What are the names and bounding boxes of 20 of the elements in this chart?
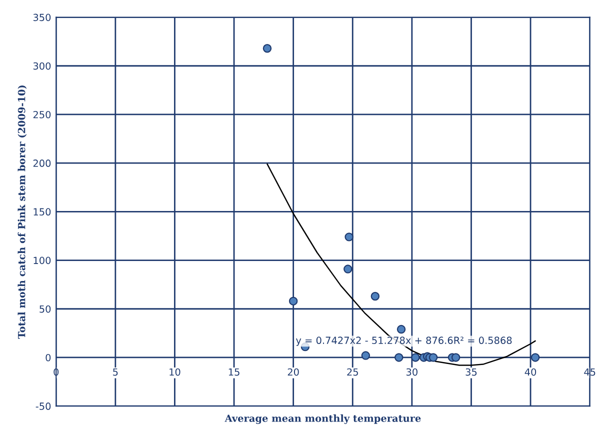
y-tick-label: -50	[36, 402, 51, 410]
annotation: y = 0.7427x2 - 51.278x + 876.6R² = 0.5868	[296, 336, 512, 346]
x-axis-title: Average mean monthly temperature	[224, 414, 421, 424]
y-tick-label: 200	[33, 160, 51, 167]
y-tick-label: 0	[46, 354, 51, 362]
x-tick-label: 35	[466, 368, 477, 376]
y-tick-label: 150	[34, 208, 51, 216]
x-tick-label: 25	[347, 368, 358, 376]
x-tick-label: 30	[406, 368, 418, 376]
x-tick-label: 40	[524, 368, 536, 376]
y-tick-label: 100	[34, 256, 51, 264]
y-axis-title: Total moth catch of Pink stem borer (2009-10)	[18, 85, 27, 339]
y-tick-label: 300	[33, 62, 51, 70]
y-tick-label: 50	[40, 305, 51, 313]
y-tick-label: 250	[33, 110, 51, 118]
x-tick-label: 15	[228, 368, 240, 376]
y-tick-label: 350	[33, 14, 51, 22]
x-tick-label: 10	[170, 368, 180, 376]
x-tick-label: 20	[288, 368, 299, 376]
x-tick-label: 5	[113, 368, 118, 376]
